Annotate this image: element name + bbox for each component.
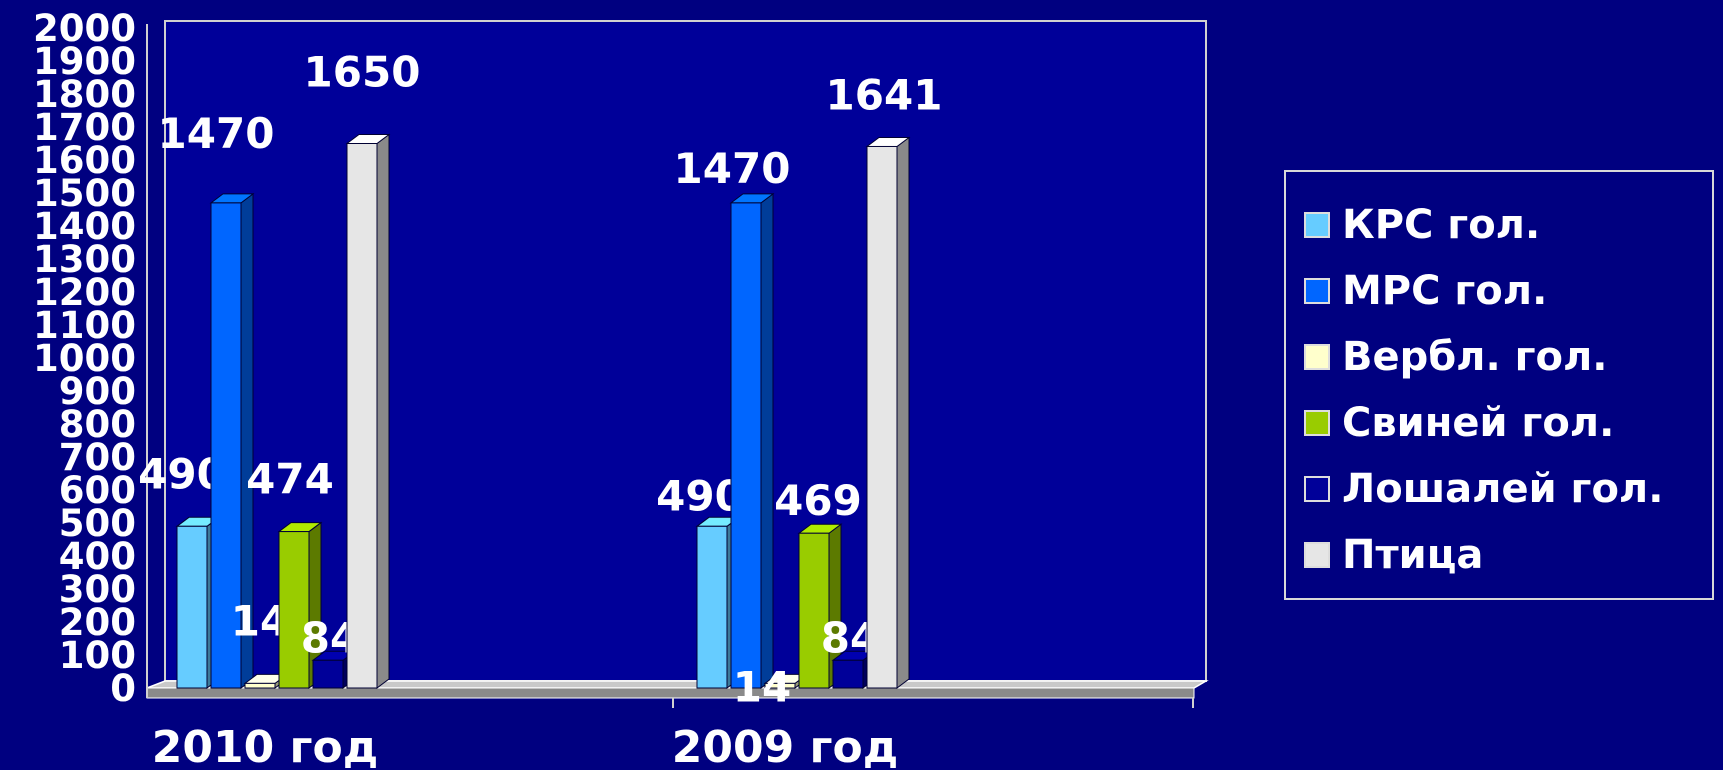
bar [277, 521, 323, 689]
y-tick-label: 300 [59, 568, 136, 611]
y-tick-label: 1900 [33, 40, 136, 83]
bar-side [896, 136, 910, 689]
legend-swatch [1304, 476, 1330, 502]
legend: КРС гол. МРС гол. Вербл. гол. Свиней гол. Ло… [1284, 170, 1714, 600]
legend-label: КРС гол. [1342, 202, 1541, 248]
data-label: 1650 [304, 48, 421, 97]
bar [209, 192, 255, 689]
data-label: 474 [246, 455, 334, 504]
y-tick-label: 400 [59, 535, 136, 578]
y-tick-label: 0 [110, 667, 136, 710]
bar-front [244, 682, 276, 689]
legend-swatch [1304, 212, 1330, 238]
data-label: 1470 [158, 109, 275, 158]
data-label: 1641 [826, 70, 943, 119]
y-tick-label: 2000 [33, 7, 136, 50]
bar-front [278, 531, 310, 689]
y-tick-label: 500 [59, 502, 136, 545]
data-label: 469 [774, 476, 862, 525]
bar-front [210, 202, 242, 689]
y-tick-label: 100 [59, 634, 136, 677]
plot-back-wall [164, 20, 1207, 682]
legend-item: МРС гол. [1304, 258, 1712, 324]
bar-front [346, 143, 378, 689]
bar-front [730, 202, 762, 689]
legend-item: Вербл. гол. [1304, 324, 1712, 390]
legend-item: Лошалей гол. [1304, 456, 1712, 522]
x-category-label: 2009 год [672, 722, 899, 770]
legend-swatch [1304, 344, 1330, 370]
legend-swatch [1304, 410, 1330, 436]
y-tick-label: 800 [59, 403, 136, 446]
bar-front [798, 532, 830, 689]
bar-side [376, 133, 390, 689]
bar-front [764, 682, 796, 689]
plot-floor-front [146, 687, 1195, 699]
data-label: 490 [656, 471, 744, 520]
bar-side [760, 192, 774, 689]
legend-label: МРС гол. [1342, 268, 1548, 314]
legend-label: Свиней гол. [1342, 400, 1615, 446]
y-tick-label: 700 [59, 436, 136, 479]
y-tick-label: 1200 [33, 271, 136, 314]
legend-swatch [1304, 542, 1330, 568]
bar-front [176, 525, 208, 689]
y-tick-label: 1300 [33, 238, 136, 281]
legend-label: Лошалей гол. [1342, 466, 1664, 512]
y-tick-label: 900 [59, 370, 136, 413]
y-tick-label: 1400 [33, 205, 136, 248]
bar [797, 523, 843, 689]
legend-item: КРС гол. [1304, 192, 1712, 258]
y-tick-label: 1800 [33, 73, 136, 116]
legend-item: Птица [1304, 522, 1712, 588]
legend-swatch [1304, 278, 1330, 304]
legend-label: Птица [1342, 532, 1484, 578]
y-tick-label: 1500 [33, 172, 136, 215]
y-tick-label: 1000 [33, 337, 136, 380]
bar [729, 192, 775, 689]
bar [865, 136, 911, 689]
y-tick-label: 1700 [33, 106, 136, 149]
bar-front [312, 659, 344, 689]
y-tick-label: 200 [59, 601, 136, 644]
bar-front [696, 525, 728, 689]
bar-front [866, 145, 898, 689]
y-tick-label: 1600 [33, 139, 136, 182]
bar [175, 516, 221, 689]
y-tick-label: 600 [59, 469, 136, 512]
legend-item: Свиней гол. [1304, 390, 1712, 456]
bar-front [832, 659, 864, 689]
bar [345, 133, 391, 689]
x-category-label: 2010 год [152, 722, 379, 770]
data-label: 14 [733, 662, 791, 711]
data-label: 1470 [674, 144, 791, 193]
y-tick-label: 1100 [33, 304, 136, 347]
legend-label: Вербл. гол. [1342, 334, 1608, 380]
